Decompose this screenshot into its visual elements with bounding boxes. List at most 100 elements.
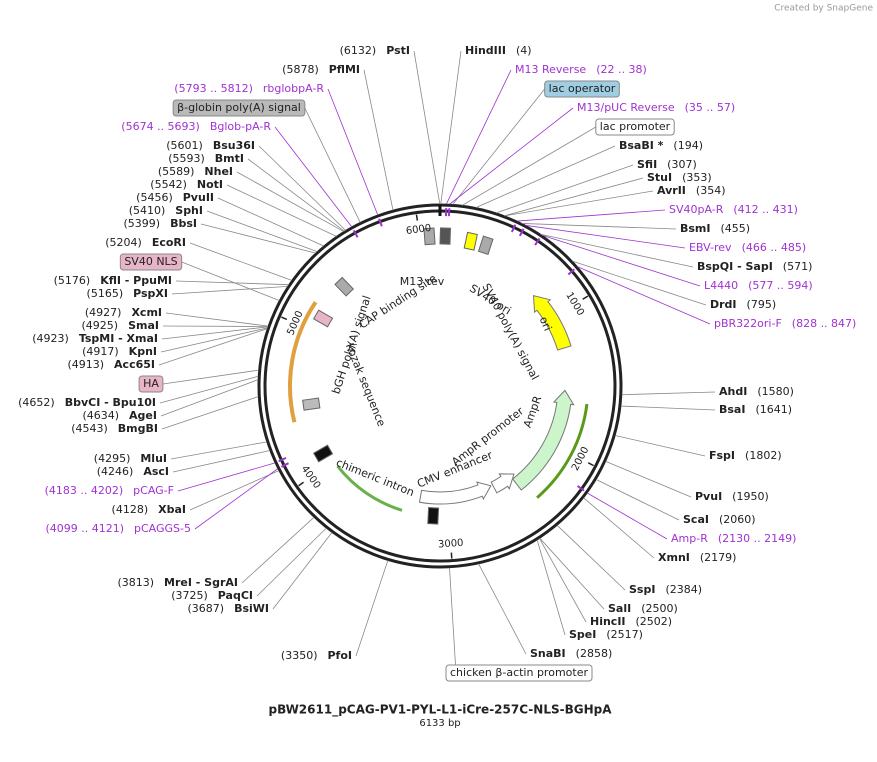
leader-line xyxy=(189,470,280,511)
enzyme-position: (1802) xyxy=(745,449,782,462)
enzyme-position: (1580) xyxy=(757,385,794,398)
leader-line xyxy=(355,560,389,657)
leader-line xyxy=(521,223,677,230)
leader-line xyxy=(363,69,394,211)
enzyme-name: KflI - PpuMI xyxy=(100,274,172,287)
primer-position: (4099 .. 4121) xyxy=(45,522,124,535)
ruler-tick xyxy=(587,462,594,467)
enzyme-name: BmgBI xyxy=(118,422,158,435)
enzyme-name: BmtI xyxy=(215,152,244,165)
enzyme-position: (2060) xyxy=(719,513,756,526)
enzyme-position: (2384) xyxy=(665,583,702,596)
primer-position: (412 .. 431) xyxy=(733,203,798,216)
leader-line xyxy=(177,462,276,492)
enzyme-position: (4913) xyxy=(67,358,104,371)
enzyme-name: PaqCI xyxy=(218,589,253,602)
ruler-label: 3000 xyxy=(438,538,464,551)
primer-site xyxy=(510,224,517,233)
primer-site xyxy=(352,229,359,238)
leader-line xyxy=(540,233,694,268)
enzyme-name: PfoI xyxy=(328,649,353,662)
enzyme-name: AhdI xyxy=(719,385,747,398)
enzyme-name: BsaBI * xyxy=(619,139,664,152)
enzyme-name: BsmI xyxy=(680,222,711,235)
leader-line xyxy=(189,242,292,281)
enzyme-name: SfiI xyxy=(637,158,657,171)
enzyme-name: SpeI xyxy=(569,628,596,641)
enzyme-position: (194) xyxy=(673,139,703,152)
primer-position: (22 .. 38) xyxy=(596,63,647,76)
enzyme-position: (1641) xyxy=(755,403,792,416)
leader-line xyxy=(504,177,644,217)
feature-block xyxy=(427,507,440,525)
leader-line xyxy=(536,539,566,636)
primer-site xyxy=(567,268,575,276)
enzyme-position: (3813) xyxy=(117,576,154,589)
feature-box xyxy=(119,253,183,271)
primer-position: (35 .. 57) xyxy=(685,101,736,114)
enzyme-position: (5593) xyxy=(168,152,205,165)
primer-name: EBV-rev xyxy=(689,241,732,254)
leader-line xyxy=(206,210,318,253)
leader-line xyxy=(165,312,269,327)
enzyme-position: (5165) xyxy=(87,287,124,300)
leader-line xyxy=(440,50,462,205)
backbone-outer xyxy=(257,203,623,569)
enzyme-name: PspXI xyxy=(133,287,168,300)
enzyme-position: (4927) xyxy=(85,306,122,319)
enzyme-name: AgeI xyxy=(129,409,157,422)
leader-line xyxy=(615,435,706,457)
primer-site xyxy=(278,456,287,463)
leader-line xyxy=(525,224,686,249)
feature-block xyxy=(477,235,494,256)
enzyme-name: XbaI xyxy=(158,503,186,516)
enzyme-name: BbsI xyxy=(170,217,197,230)
enzyme-name: NheI xyxy=(204,165,233,178)
enzyme-position: (4246) xyxy=(97,465,134,478)
enzyme-position: (5176) xyxy=(54,274,91,287)
enzyme-position: (4128) xyxy=(112,503,149,516)
enzyme-name: SspI xyxy=(629,583,655,596)
enzyme-name: Bsu36I xyxy=(213,139,255,152)
leader-line xyxy=(475,145,616,208)
map-length: 6133 bp xyxy=(419,718,460,729)
primer-name: pCAG-F xyxy=(133,484,174,497)
primer-position: (5793 .. 5812) xyxy=(174,82,253,95)
leader-line xyxy=(478,563,527,655)
ruler-label: 6000 xyxy=(405,223,432,237)
leader-line xyxy=(226,184,337,237)
enzyme-name: PvuII xyxy=(183,191,214,204)
enzyme-position: (2517) xyxy=(606,628,643,641)
enzyme-name: MluI xyxy=(140,452,167,465)
feature-box-label: chicken β-actin promoter xyxy=(450,666,588,679)
primer-name: rbglobpA-R xyxy=(263,82,324,95)
leader-line xyxy=(160,379,259,417)
enzyme-position: (2500) xyxy=(641,602,678,615)
primer-position: (828 .. 847) xyxy=(792,317,857,330)
enzyme-name: SnaBI xyxy=(530,647,566,660)
enzyme-name: SalI xyxy=(608,602,631,615)
enzyme-position: (5542) xyxy=(150,178,187,191)
leader-line xyxy=(172,450,270,473)
map-title: pBW2611_pCAG-PV1-PYL-L1-iCre-257C-NLS-BG… xyxy=(268,703,612,718)
ruler-label: 4000 xyxy=(299,464,323,491)
enzyme-name: PvuI xyxy=(695,490,722,503)
ori-arrow xyxy=(532,295,572,351)
leader-line xyxy=(247,158,345,232)
leader-line xyxy=(162,369,259,385)
primer-name: M13 Reverse xyxy=(515,63,586,76)
enzyme-name: BsiWI xyxy=(234,602,269,615)
enzyme-position: (4925) xyxy=(82,319,119,332)
primer-position: (5674 .. 5693) xyxy=(121,120,200,133)
primer-site xyxy=(534,237,541,246)
feature-box xyxy=(138,375,164,393)
primer-name: SV40pA-R xyxy=(669,203,724,216)
feature-box-label: lac operator xyxy=(549,82,616,95)
ruler-tick xyxy=(582,295,589,300)
feature-box xyxy=(544,80,620,98)
primer-site xyxy=(280,462,289,468)
primer-name: pBR322ori-F xyxy=(714,317,782,330)
feature-box-label: β-globin poly(A) signal xyxy=(177,101,301,114)
leader-line xyxy=(217,197,324,247)
